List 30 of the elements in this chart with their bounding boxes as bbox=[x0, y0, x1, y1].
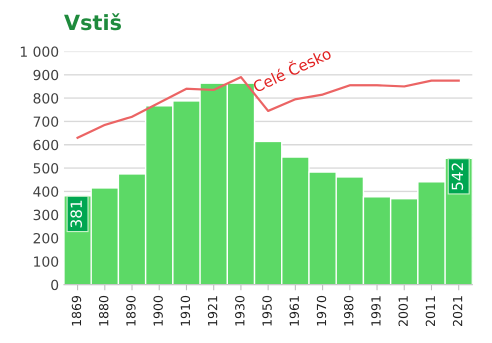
data-label: 542 bbox=[452, 163, 464, 190]
x-tick-label: 1961 bbox=[290, 296, 299, 326]
x-tick-label: 2001 bbox=[398, 296, 408, 326]
text: Celé Česko bbox=[251, 44, 332, 93]
data-label: 381 bbox=[70, 200, 82, 228]
x-tick-label: 2021 bbox=[452, 296, 462, 326]
y-tick-label: 900 bbox=[33, 70, 58, 80]
x-tick-label: 2011 bbox=[426, 296, 436, 326]
x-tick-label: 1921 bbox=[208, 296, 218, 326]
y-tick-label: 0 bbox=[51, 280, 58, 290]
y-tick-label: 500 bbox=[34, 163, 58, 174]
x-tick-label: 1930 bbox=[235, 296, 245, 326]
x-tick-label: 1980 bbox=[344, 296, 354, 326]
y-tick-label: 100 bbox=[34, 256, 58, 267]
y-tick-label: 400 bbox=[33, 186, 58, 197]
y-tick-label: 1 000 bbox=[20, 46, 58, 57]
y-tick-label: 800 bbox=[34, 93, 58, 104]
x-tick-label: 1900 bbox=[153, 296, 163, 326]
y-tick-label: 200 bbox=[34, 233, 58, 244]
x-tick-label: 1869 bbox=[72, 296, 82, 326]
x-tick-label: 1890 bbox=[126, 296, 136, 326]
y-tick-label: 700 bbox=[34, 116, 58, 127]
y-tick-label: 300 bbox=[34, 210, 58, 220]
y-tick-label: 600 bbox=[34, 140, 58, 150]
x-tick-label: 1910 bbox=[180, 296, 190, 326]
x-tick-label: 1991 bbox=[371, 296, 381, 326]
x-tick-label: 1950 bbox=[262, 296, 272, 326]
x-tick-label: 1880 bbox=[98, 296, 108, 326]
chart-title: Vstiš bbox=[64, 13, 121, 30]
x-tick-label: 1970 bbox=[316, 296, 326, 326]
